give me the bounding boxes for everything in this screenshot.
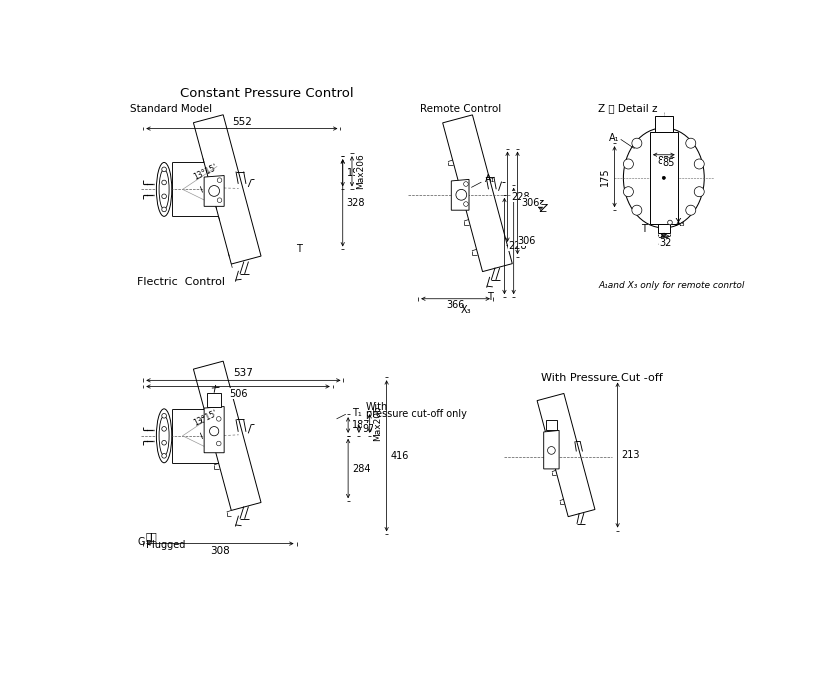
Circle shape [161,194,166,199]
Text: 32: 32 [658,238,671,248]
Polygon shape [207,392,221,407]
Polygon shape [543,430,558,469]
Text: 284: 284 [351,464,370,473]
Circle shape [623,159,633,169]
Circle shape [209,426,218,436]
Circle shape [685,138,695,148]
Circle shape [161,413,166,418]
Text: Z: Z [534,200,543,210]
Circle shape [667,220,672,225]
Text: 213: 213 [621,450,639,460]
Text: 194: 194 [347,168,365,178]
Circle shape [161,441,166,445]
Text: T: T [296,244,302,254]
Text: With Pressure Cut -off: With Pressure Cut -off [540,373,662,383]
Polygon shape [537,394,595,517]
Text: With: With [366,401,388,411]
Circle shape [662,176,665,180]
Text: 85: 85 [662,158,674,168]
Circle shape [463,202,468,206]
Circle shape [216,441,221,446]
Text: 97: 97 [362,424,375,434]
Text: pressure cut-off only: pressure cut-off only [366,409,466,420]
Text: 416: 416 [390,451,409,461]
Circle shape [547,447,555,454]
Polygon shape [204,175,224,206]
Circle shape [693,159,704,169]
Polygon shape [194,115,261,264]
Ellipse shape [623,128,704,228]
Circle shape [685,205,695,215]
Polygon shape [204,407,224,453]
Text: Flectric  Control: Flectric Control [136,277,225,287]
Text: 32: 32 [657,237,669,247]
Text: Max206: Max206 [356,154,365,189]
Circle shape [208,186,219,197]
Text: 228: 228 [508,241,526,251]
Text: 187: 187 [351,420,370,430]
Text: T₁: T₁ [351,408,361,418]
Text: G: G [138,537,146,547]
Polygon shape [649,132,676,224]
Circle shape [463,182,468,186]
Circle shape [161,180,166,185]
Polygon shape [657,224,669,233]
Circle shape [456,190,466,200]
Ellipse shape [156,163,171,216]
Text: T: T [640,224,646,234]
Text: 306: 306 [521,198,539,208]
Text: X₃: X₃ [460,305,471,315]
Text: A₁and X₃ only for remote conrtol: A₁and X₃ only for remote conrtol [598,281,743,290]
Polygon shape [451,180,468,210]
Text: Constant Pressure Control: Constant Pressure Control [180,88,354,101]
Polygon shape [545,420,556,430]
Text: Z: Z [538,203,546,214]
Text: 85: 85 [657,156,669,167]
Circle shape [631,205,641,215]
Ellipse shape [159,415,169,456]
Text: 328: 328 [347,198,365,208]
Circle shape [161,426,166,431]
Text: 228: 228 [511,192,529,202]
Circle shape [631,138,641,148]
Text: Remote Control: Remote Control [419,103,500,114]
Text: 13°15': 13°15' [192,163,218,182]
Polygon shape [442,115,512,271]
Text: X₃: X₃ [674,218,685,228]
Polygon shape [194,361,261,511]
Circle shape [161,454,166,458]
Text: A₁: A₁ [608,133,619,143]
Text: 537: 537 [233,368,253,378]
Text: 366: 366 [446,301,464,310]
Text: 506: 506 [228,389,247,399]
Circle shape [217,178,222,182]
Text: Z 向 Detail z: Z 向 Detail z [598,103,657,114]
Text: Standard Model: Standard Model [130,103,212,114]
Text: T: T [487,292,493,302]
Text: 175: 175 [600,167,609,186]
Ellipse shape [156,409,171,463]
Text: Max206: Max206 [373,405,382,441]
Circle shape [693,187,704,197]
Circle shape [216,417,221,421]
Circle shape [161,207,166,211]
Text: 306: 306 [517,236,535,246]
Text: A₁: A₁ [485,174,495,184]
Polygon shape [654,116,672,132]
Circle shape [623,187,633,197]
Text: 308: 308 [210,546,230,556]
Text: 552: 552 [232,117,251,127]
Circle shape [217,198,222,203]
Ellipse shape [159,169,169,209]
Text: 堆死: 堆死 [146,531,157,541]
Circle shape [161,167,166,171]
Text: Plugged: Plugged [146,540,184,550]
Text: 13°15': 13°15' [192,409,218,428]
